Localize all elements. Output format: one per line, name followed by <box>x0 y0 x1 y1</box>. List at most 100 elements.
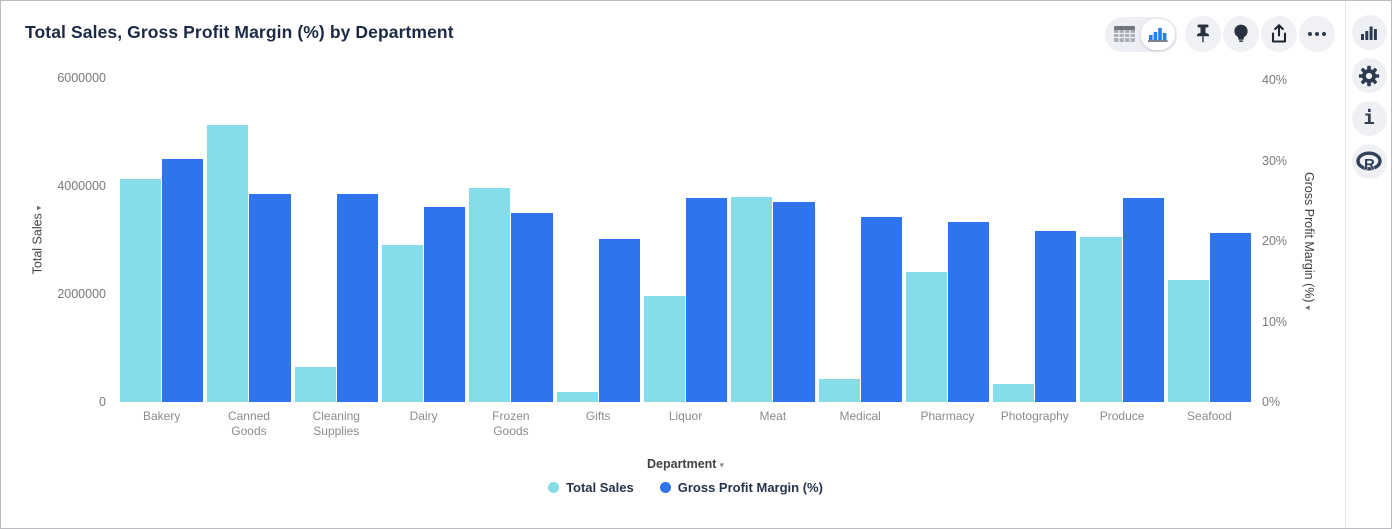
x-axis-labels: Bakery Canned Goods Cleaning Supplies Dairy… <box>120 409 1251 439</box>
bar-total-sales-pharmacy[interactable] <box>905 272 947 402</box>
x-category-label: Frozen Goods <box>492 409 530 438</box>
bar-group-gifts <box>556 78 640 402</box>
y-tick-label: 0% <box>1262 395 1281 409</box>
x-category-label: Dairy <box>409 409 438 423</box>
x-label-cell: Produce <box>1080 409 1163 439</box>
bar-total-sales-canned-goods[interactable] <box>207 125 249 402</box>
more-options-button[interactable] <box>1299 16 1335 52</box>
y-tick-label: 10% <box>1262 314 1288 329</box>
bar-gross-profit-margin-canned-goods[interactable] <box>249 194 291 402</box>
bar-gross-profit-margin-produce[interactable] <box>1122 198 1164 402</box>
y-tick-label: 4000000 <box>57 179 106 193</box>
y-tick-label: 20% <box>1262 234 1288 248</box>
bar-group-canned-goods <box>207 78 291 402</box>
bar-total-sales-bakery[interactable] <box>120 179 162 402</box>
y-tick-label: 2000000 <box>57 287 106 301</box>
x-category-label: Produce <box>1099 409 1145 423</box>
legend-swatch <box>659 482 671 493</box>
x-category-label: Seafood <box>1187 409 1232 423</box>
export-icon <box>1271 24 1287 43</box>
x-axis-dropdown-icon: ▾ <box>719 460 724 470</box>
right-axis-title[interactable]: Gross Profit Margin (%) ▾ <box>1295 80 1323 402</box>
x-label-cell: Liquor <box>644 409 727 439</box>
bar-gross-profit-margin-frozen-goods[interactable] <box>511 213 553 402</box>
bar-gross-profit-margin-bakery[interactable] <box>162 159 204 402</box>
bar-gross-profit-margin-meat[interactable] <box>773 202 815 402</box>
bar-gross-profit-margin-cleaning-supplies[interactable] <box>336 194 378 402</box>
bar-gross-profit-margin-liquor[interactable] <box>686 198 728 402</box>
export-button[interactable] <box>1261 16 1297 52</box>
bar-total-sales-meat[interactable] <box>731 197 773 402</box>
bar-total-sales-gifts[interactable] <box>556 392 598 402</box>
bar-total-sales-cleaning-supplies[interactable] <box>294 367 336 402</box>
bar-gross-profit-margin-medical[interactable] <box>860 217 902 402</box>
pin-button[interactable] <box>1185 16 1221 52</box>
x-label-cell: Dairy <box>382 409 465 439</box>
svg-text:R: R <box>1364 156 1375 173</box>
gear-icon <box>1358 65 1380 86</box>
bar-total-sales-liquor[interactable] <box>643 296 686 402</box>
view-toggle <box>1105 16 1177 52</box>
pin-icon <box>1197 24 1209 43</box>
y-tick-label: 6000000 <box>57 71 106 85</box>
chart-toolbar <box>1105 16 1335 52</box>
x-category-label: Medical <box>839 409 881 423</box>
r-script-button[interactable]: R <box>1351 144 1387 179</box>
bar-total-sales-frozen-goods[interactable] <box>469 188 511 402</box>
x-label-cell: Canned Goods <box>207 409 290 439</box>
x-category-label: Bakery <box>142 409 181 423</box>
chart-view-button[interactable] <box>1141 18 1175 50</box>
bar-group-liquor <box>643 78 728 402</box>
left-axis-ticks: 0 2000000 4000000 6000000 <box>1 71 106 409</box>
axis-sort-arrow-icon: ▾ <box>1303 305 1313 311</box>
bar-total-sales-photography[interactable] <box>993 384 1035 402</box>
bar-gross-profit-margin-seafood[interactable] <box>1209 233 1252 402</box>
legend-item-total-sales[interactable]: Total Sales <box>548 480 634 495</box>
settings-button[interactable] <box>1351 58 1387 93</box>
insights-button[interactable] <box>1223 16 1259 52</box>
table-view-button[interactable] <box>1107 19 1141 50</box>
x-axis-title[interactable]: Department ▾ <box>120 457 1251 471</box>
ellipsis-icon <box>1308 32 1326 36</box>
bar-total-sales-produce[interactable] <box>1080 237 1122 402</box>
x-category-label: Gifts <box>585 409 611 423</box>
right-sidebar: i R <box>1345 1 1391 528</box>
bar-group-meat <box>731 78 815 402</box>
axis-sort-arrow-icon: ▾ <box>33 205 43 211</box>
bar-group-cleaning-supplies <box>294 78 378 402</box>
page-title: Total Sales, Gross Profit Margin (%) by … <box>25 22 454 42</box>
x-category-label: Meat <box>759 409 787 423</box>
bar-group-pharmacy <box>905 78 990 402</box>
bar-group-seafood <box>1167 78 1252 402</box>
left-axis-title[interactable]: Total Sales ▾ <box>23 78 51 402</box>
bar-gross-profit-margin-photography[interactable] <box>1035 231 1077 402</box>
bar-total-sales-medical[interactable] <box>818 379 860 402</box>
table-icon <box>1113 26 1135 42</box>
info-icon: i <box>1363 107 1375 129</box>
bar-group-bakery <box>120 78 204 402</box>
legend-swatch <box>548 482 560 493</box>
bar-gross-profit-margin-dairy[interactable] <box>424 207 466 402</box>
chart-type-button[interactable] <box>1351 15 1387 50</box>
bar-total-sales-seafood[interactable] <box>1167 280 1209 402</box>
x-category-label: Liquor <box>668 409 703 423</box>
x-label-cell: Seafood <box>1168 409 1251 439</box>
legend-item-gross-profit-margin[interactable]: Gross Profit Margin (%) <box>659 480 823 495</box>
bar-group-medical <box>818 78 902 402</box>
x-label-cell: Meat <box>731 409 814 439</box>
bar-total-sales-dairy[interactable] <box>381 245 424 402</box>
bar-group-frozen-goods <box>469 78 553 402</box>
x-label-cell: Bakery <box>120 409 203 439</box>
y-tick-label: 0 <box>99 395 106 409</box>
x-category-label: Photography <box>1000 409 1069 423</box>
info-button[interactable]: i <box>1351 101 1387 136</box>
x-axis-title-label: Department <box>647 457 717 471</box>
bar-group-dairy <box>381 78 466 402</box>
x-label-cell: Frozen Goods <box>469 409 552 439</box>
x-label-cell: Gifts <box>557 409 640 439</box>
bar-gross-profit-margin-gifts[interactable] <box>598 239 640 402</box>
bar-gross-profit-margin-pharmacy[interactable] <box>947 222 990 402</box>
plot-area <box>120 78 1252 402</box>
chart-legend: Total Sales Gross Profit Margin (%) <box>120 480 1251 495</box>
